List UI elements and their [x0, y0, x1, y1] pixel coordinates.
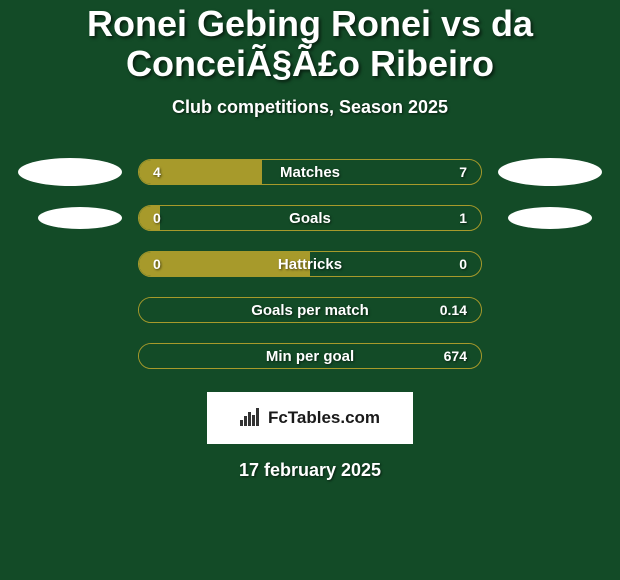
player-right-dot — [508, 207, 592, 229]
stat-value-right: 0.14 — [440, 298, 467, 322]
bar-fill-right — [139, 298, 481, 322]
chart-icon — [240, 406, 262, 431]
player-left-dot — [18, 158, 122, 186]
stat-value-left: 0 — [153, 252, 161, 276]
subtitle: Club competitions, Season 2025 — [0, 97, 620, 118]
stat-row-goals: 0 Goals 1 — [10, 204, 610, 232]
stat-value-right: 0 — [459, 252, 467, 276]
player-right-dot — [498, 158, 602, 186]
stat-row-min-per-goal: Min per goal 674 — [10, 342, 610, 370]
stat-bar: 4 Matches 7 — [138, 159, 482, 185]
stat-row-matches: 4 Matches 7 — [10, 158, 610, 186]
bar-fill-right — [160, 206, 481, 230]
stat-bar: Min per goal 674 — [138, 343, 482, 369]
bar-fill-right — [262, 160, 481, 184]
stat-row-goals-per-match: Goals per match 0.14 — [10, 296, 610, 324]
brand-box: FcTables.com — [207, 392, 413, 444]
bar-fill-right — [310, 252, 481, 276]
stat-value-left: 4 — [153, 160, 161, 184]
page-title: Ronei Gebing Ronei vs da ConceiÃ§Ã£o Rib… — [0, 4, 620, 83]
stat-rows: 4 Matches 7 0 Goals 1 0 Hattricks — [0, 158, 620, 370]
stat-row-hattricks: 0 Hattricks 0 — [10, 250, 610, 278]
stat-bar: Goals per match 0.14 — [138, 297, 482, 323]
player-left-dot — [38, 207, 122, 229]
stat-bar: 0 Hattricks 0 — [138, 251, 482, 277]
infographic-root: Ronei Gebing Ronei vs da ConceiÃ§Ã£o Rib… — [0, 0, 620, 580]
date: 17 february 2025 — [0, 460, 620, 481]
stat-value-right: 1 — [459, 206, 467, 230]
stat-value-left: 0 — [153, 206, 161, 230]
bar-fill-left — [139, 252, 310, 276]
stat-value-right: 674 — [444, 344, 467, 368]
stat-bar: 0 Goals 1 — [138, 205, 482, 231]
bar-fill-right — [139, 344, 481, 368]
stat-value-right: 7 — [459, 160, 467, 184]
brand-text: FcTables.com — [268, 408, 380, 428]
